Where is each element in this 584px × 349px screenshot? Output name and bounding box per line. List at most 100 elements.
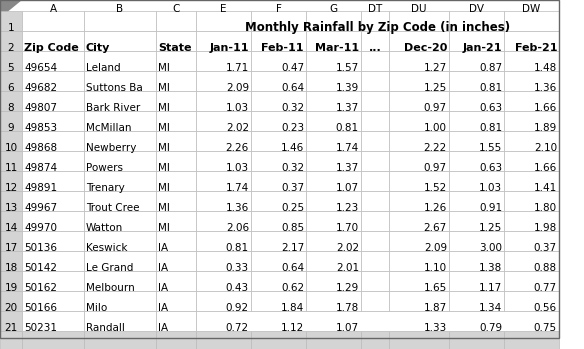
Text: 1.65: 1.65 (424, 283, 447, 293)
Bar (196, 231, 251, 251)
Bar (156, 231, 196, 251)
Bar (504, 331, 559, 349)
Bar (449, 291, 504, 311)
Text: IA: IA (158, 263, 168, 273)
Bar (306, 151, 361, 171)
Text: 1.78: 1.78 (336, 303, 359, 313)
Text: 1.25: 1.25 (424, 83, 447, 93)
Bar (504, 271, 559, 291)
Bar (0, 311, 22, 331)
Bar (449, 191, 504, 211)
Bar (0, 251, 22, 271)
Text: 0.62: 0.62 (281, 283, 304, 293)
Text: 0.64: 0.64 (281, 83, 304, 93)
Text: 6: 6 (8, 83, 15, 93)
Text: DV: DV (469, 4, 484, 14)
Text: IA: IA (158, 283, 168, 293)
Bar (361, 251, 389, 271)
Text: MI: MI (158, 63, 170, 73)
Text: 0.56: 0.56 (534, 303, 557, 313)
Bar (306, 211, 361, 231)
Bar (504, 211, 559, 231)
Bar (22, 131, 84, 151)
Bar (389, 111, 449, 131)
Bar (0, 51, 22, 71)
Bar (306, 111, 361, 131)
Text: 2.06: 2.06 (226, 223, 249, 233)
Bar (504, 251, 559, 271)
Text: Watton: Watton (86, 223, 123, 233)
Text: 1.52: 1.52 (424, 183, 447, 193)
Bar (361, 231, 389, 251)
Bar (306, 51, 361, 71)
Bar (306, 271, 361, 291)
Text: DW: DW (522, 4, 541, 14)
Text: 1.26: 1.26 (424, 203, 447, 213)
Bar (361, 91, 389, 111)
Text: 2.17: 2.17 (281, 243, 304, 253)
Text: 0.32: 0.32 (281, 103, 304, 113)
Text: 1.37: 1.37 (336, 103, 359, 113)
Bar (449, 211, 504, 231)
Text: 49874: 49874 (24, 163, 57, 173)
Text: 8: 8 (8, 103, 15, 113)
Bar (0, 131, 22, 151)
Text: G: G (329, 4, 338, 14)
Bar (156, 111, 196, 131)
Text: MI: MI (158, 83, 170, 93)
Bar (389, 31, 449, 51)
Bar (504, 171, 559, 191)
Bar (156, 171, 196, 191)
Text: 1.66: 1.66 (534, 103, 557, 113)
Bar (251, 131, 306, 151)
Bar (22, 111, 84, 131)
Bar (84, 331, 156, 349)
Bar (449, 31, 504, 51)
Bar (504, 131, 559, 151)
Text: 1.37: 1.37 (336, 163, 359, 173)
Bar (504, 31, 559, 51)
Text: MI: MI (158, 163, 170, 173)
Text: 0.32: 0.32 (281, 163, 304, 173)
Text: 5: 5 (8, 63, 15, 73)
Bar (22, 331, 84, 349)
Bar (389, 331, 449, 349)
Text: 2.67: 2.67 (424, 223, 447, 233)
Text: MI: MI (158, 103, 170, 113)
Text: 50166: 50166 (24, 303, 57, 313)
Text: 14: 14 (4, 223, 18, 233)
Text: 1.10: 1.10 (424, 263, 447, 273)
Bar (449, 111, 504, 131)
Bar (306, 251, 361, 271)
Bar (389, 251, 449, 271)
Text: B: B (116, 4, 124, 14)
Bar (84, 51, 156, 71)
Text: 1.29: 1.29 (336, 283, 359, 293)
Text: DU: DU (411, 4, 427, 14)
Text: 13: 13 (4, 203, 18, 213)
Bar (306, 11, 361, 31)
Text: 2.09: 2.09 (226, 83, 249, 93)
Text: 1.23: 1.23 (336, 203, 359, 213)
Bar (156, 151, 196, 171)
Text: Trout Cree: Trout Cree (86, 203, 140, 213)
Text: 1.07: 1.07 (336, 323, 359, 333)
Text: Bark River: Bark River (86, 103, 140, 113)
Text: 1.38: 1.38 (479, 263, 502, 273)
Bar (22, 171, 84, 191)
Bar (22, 211, 84, 231)
Text: E: E (220, 4, 227, 14)
Bar (504, 111, 559, 131)
Text: Powers: Powers (86, 163, 123, 173)
Text: 0.25: 0.25 (281, 203, 304, 213)
Bar (0, 191, 22, 211)
Bar (156, 91, 196, 111)
Text: 2: 2 (8, 43, 15, 53)
Text: 1.27: 1.27 (424, 63, 447, 73)
Bar (449, 271, 504, 291)
Bar (156, 131, 196, 151)
Text: 50142: 50142 (24, 263, 57, 273)
Text: 2.26: 2.26 (226, 143, 249, 153)
Bar (449, 91, 504, 111)
Text: 1.33: 1.33 (424, 323, 447, 333)
